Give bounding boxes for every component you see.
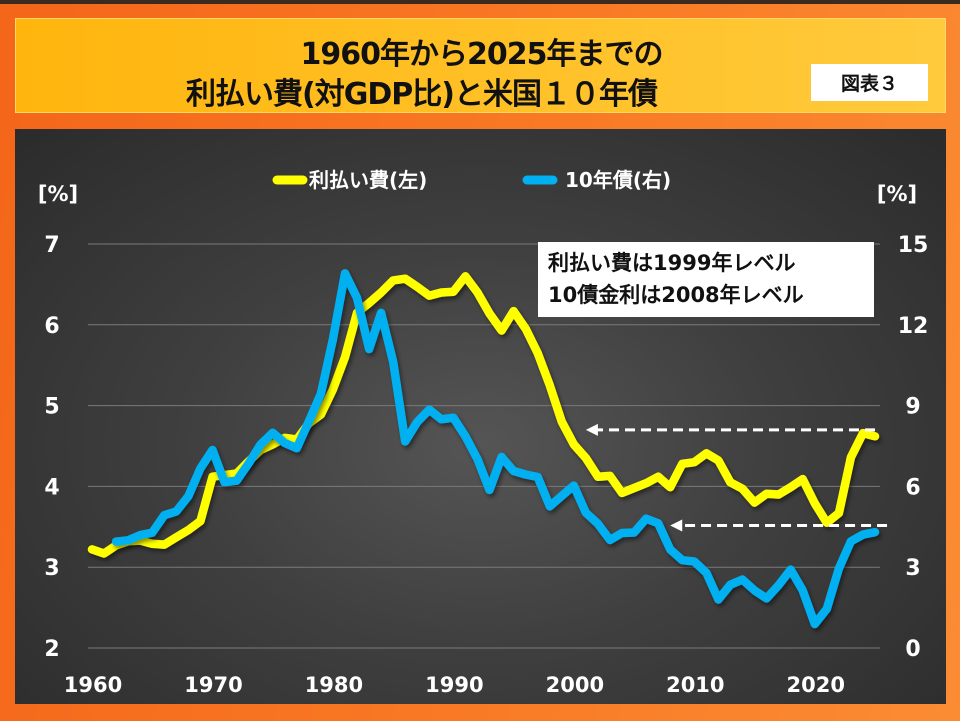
y-tick-left: 6	[44, 314, 59, 339]
x-axis: 1960 1970 1980 1990 2000 2010 2020	[64, 673, 845, 697]
top-strip	[0, 0, 960, 4]
y-tick-left: 3	[44, 556, 59, 581]
series-lines	[87, 269, 880, 629]
legend-label-interest: 利払い費(左)	[309, 168, 427, 192]
y-axis-right: 15 12 9 6 3 0	[898, 233, 929, 662]
x-tick: 2010	[666, 673, 724, 697]
series-line-yield	[111, 269, 880, 629]
y-tick-right: 9	[905, 395, 920, 420]
reference-arrows	[585, 423, 888, 532]
y-tick-left: 4	[44, 475, 59, 500]
y-axis-left: 7 6 5 4 3 2	[44, 233, 59, 662]
chart-title-line1: 1960年から2025年までの	[300, 37, 664, 72]
y-tick-right: 3	[905, 556, 920, 581]
annotation-line2: 10債金利は2008年レベル	[548, 283, 804, 307]
y-tick-left: 5	[44, 395, 59, 420]
annotation-box: 利払い費は1999年レベル 10債金利は2008年レベル	[538, 242, 874, 317]
x-tick: 2020	[787, 673, 845, 697]
y-tick-right: 15	[898, 233, 929, 258]
arrowhead-icon	[585, 423, 598, 436]
annotation-line1: 利払い費は1999年レベル	[548, 251, 796, 275]
legend-label-yield: 10年債(右)	[565, 168, 671, 192]
x-tick: 2000	[546, 673, 604, 697]
x-tick: 1970	[184, 673, 242, 697]
series-line-interest	[87, 272, 880, 558]
y-axis-left-unit: [%]	[38, 182, 78, 206]
title-banner: 1960年から2025年までの 利払い費(対GDP比)と米国１０年債 図表３	[15, 18, 946, 113]
x-tick: 1980	[305, 673, 363, 697]
x-tick: 1960	[64, 673, 122, 697]
y-axis-right-unit: [%]	[877, 182, 917, 206]
arrowhead-icon	[670, 519, 683, 532]
chart-panel	[15, 129, 946, 704]
x-tick: 1990	[425, 673, 483, 697]
legend: 利払い費(左) 10年債(右)	[272, 168, 671, 192]
figure-label: 図表３	[811, 64, 928, 101]
y-tick-right: 0	[905, 637, 920, 662]
y-tick-right: 12	[898, 314, 929, 339]
y-tick-left: 2	[44, 637, 59, 662]
chart-title-line2: 利払い費(対GDP比)と米国１０年債	[186, 77, 658, 112]
y-tick-right: 6	[905, 475, 920, 500]
y-tick-left: 7	[44, 233, 59, 258]
